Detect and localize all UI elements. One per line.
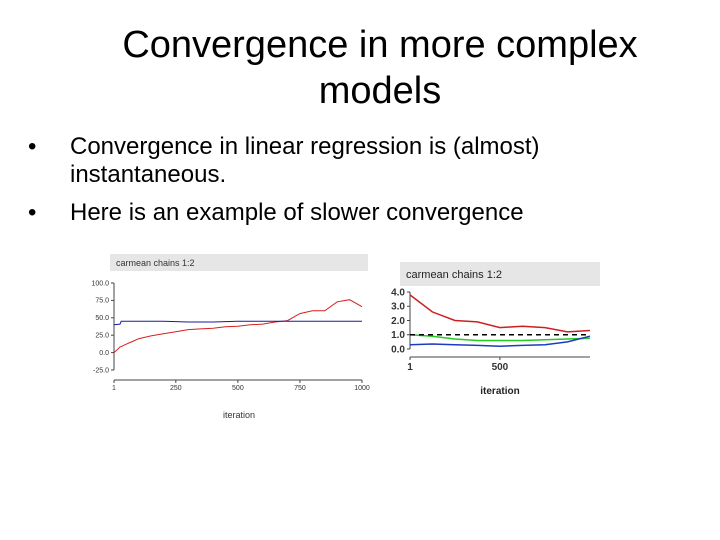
bullet-item: • Convergence in linear regression is (a… [28,133,698,189]
y-tick-label: 0.0 [391,344,405,355]
slide-title-line1: Convergence in more complex [122,24,638,66]
series-line-2 [409,334,591,342]
series-line-1 [113,299,363,353]
series-line-3 [409,335,591,347]
chart-title-bar [110,254,368,271]
x-tick-label: 1000 [354,385,370,392]
y-tick-label: 3.0 [391,302,405,313]
y-tick-label: 0.0 [99,350,109,357]
bullet-marker: • [28,133,37,160]
series-line-2 [113,320,362,326]
x-tick-label: 250 [170,385,182,392]
y-tick-label: 75.0 [95,298,109,305]
bullet-item: • Here is an example of slower convergen… [28,199,698,227]
series-line-1 [409,294,591,333]
chart-title: carmean chains 1:2 [116,258,195,268]
x-axis-label: iteration [223,410,255,420]
bullet-text: Convergence in linear regression is (alm… [70,133,540,188]
trace-plot-left: carmean chains 1:2 100.0 75.0 50.0 25.0 0.0 -… [91,254,370,420]
slide-title: Convergence in more complex models [40,22,720,114]
y-tick-label: -25.0 [93,367,109,374]
trace-plot-right: carmean chains 1:2 4.0 3.0 2.0 1.0 0.01 500 i… [391,262,600,397]
x-tick-label: 1 [407,362,413,373]
y-tick-label: 25.0 [95,333,109,340]
x-axis-label: iteration [480,386,519,397]
x-tick-label: 750 [294,385,306,392]
bullet-list: • Convergence in linear regression is (a… [28,133,698,237]
y-tick-label: 4.0 [391,287,405,298]
chart-title: carmean chains 1:2 [406,269,502,281]
x-tick-label: 500 [232,385,244,392]
y-tick-label: 2.0 [391,316,405,327]
x-tick-label: 1 [112,385,116,392]
bullet-text: Here is an example of slower convergence [70,199,524,226]
chart-title-bar [400,262,600,286]
y-tick-label: 100.0 [91,280,109,287]
y-tick-label: 50.0 [95,315,109,322]
y-tick-label: 1.0 [391,330,405,341]
slide-title-line2: models [318,70,442,112]
bullet-marker: • [28,199,37,226]
x-tick-label: 500 [492,362,509,373]
